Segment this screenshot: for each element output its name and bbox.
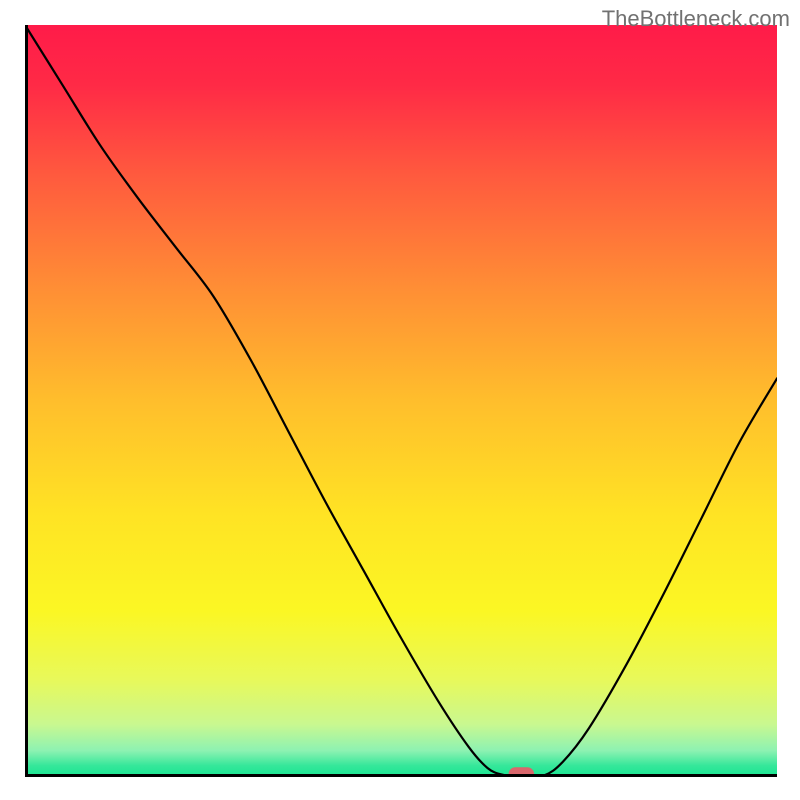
axes xyxy=(27,25,778,776)
chart-container: TheBottleneck.com xyxy=(0,0,800,800)
watermark-text: TheBottleneck.com xyxy=(602,6,790,32)
curve-layer xyxy=(25,25,777,777)
bottleneck-curve xyxy=(25,25,777,777)
plot-area xyxy=(25,25,777,777)
